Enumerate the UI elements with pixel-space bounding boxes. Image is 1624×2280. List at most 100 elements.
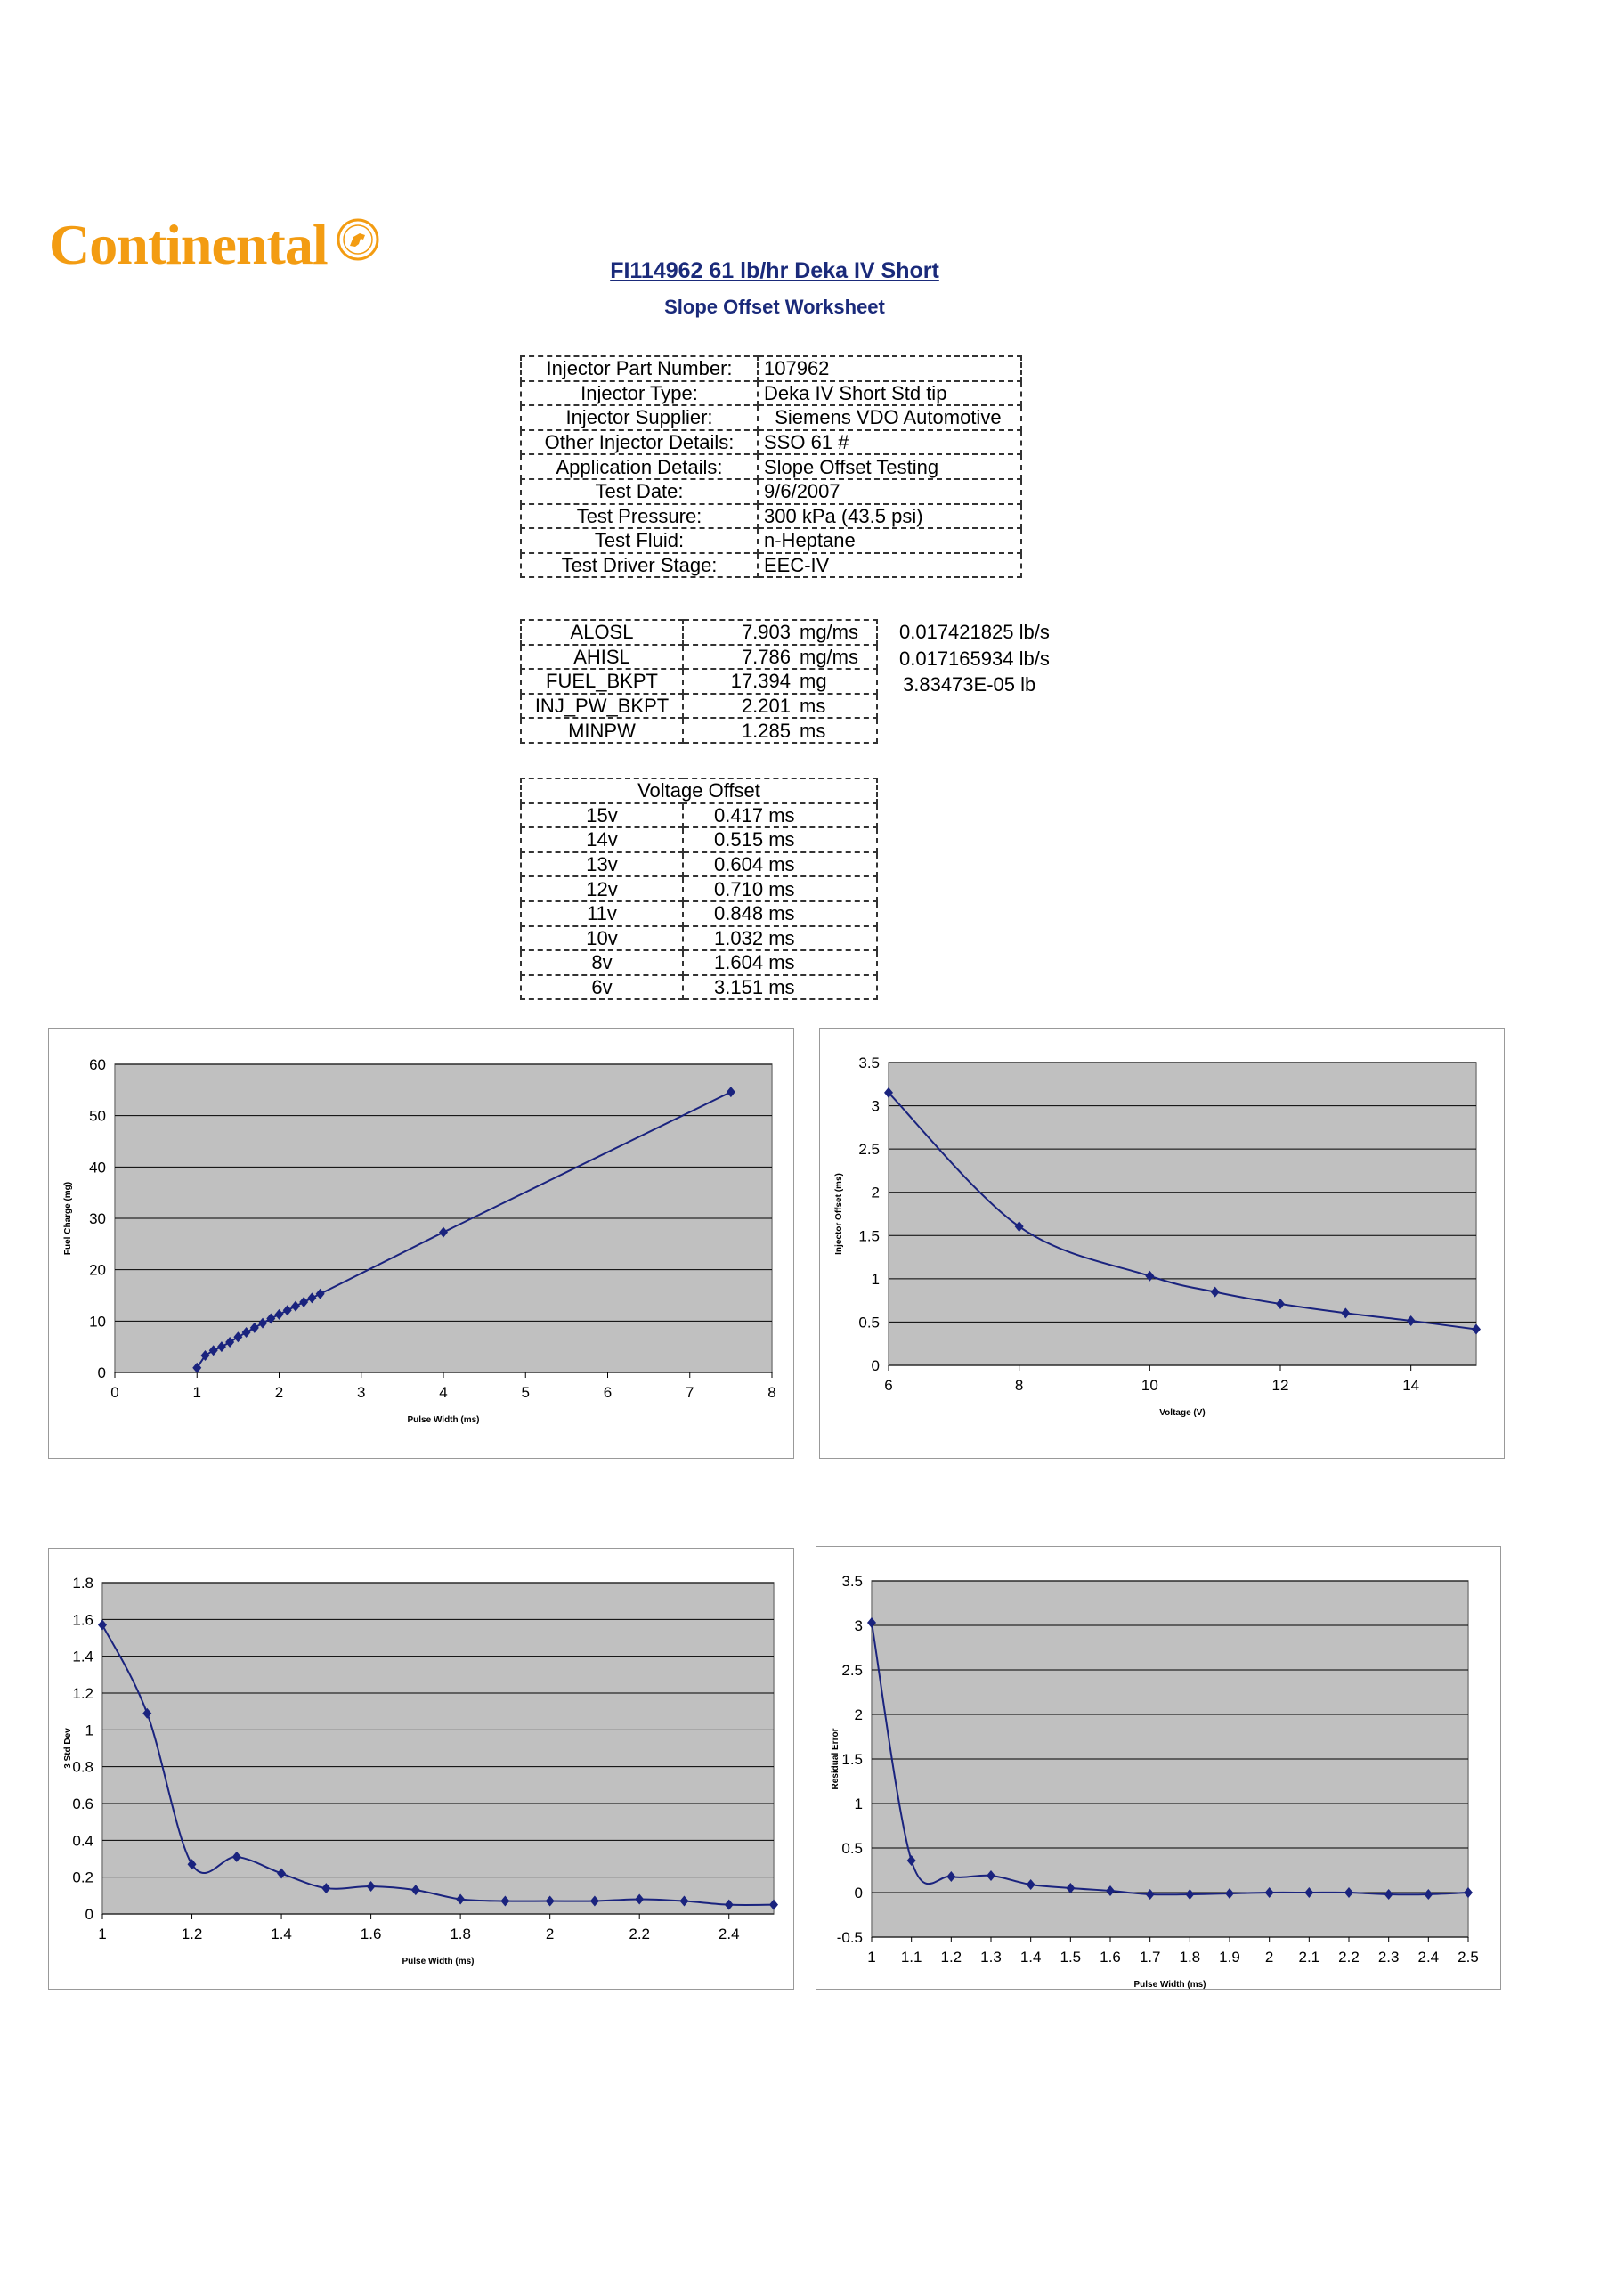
table-row: Test Driver Stage: EEC-IV bbox=[520, 551, 1022, 579]
data-point bbox=[1026, 1879, 1035, 1890]
param-value-cell: 17.394 mg bbox=[682, 668, 878, 695]
y-tick-label: 0.5 bbox=[841, 1840, 863, 1857]
table-row: 10v 1.032 ms bbox=[520, 924, 878, 952]
y-tick-label: 0 bbox=[855, 1885, 863, 1901]
y-tick-label: 1.6 bbox=[72, 1611, 93, 1628]
data-point bbox=[98, 1619, 107, 1631]
residual-error-chart: -0.5 0 0.5 1 1.5 2 2.5 3 3.5 1 1.1 1.2 1.3 1.4 1.5 1.6 1… bbox=[816, 1546, 1501, 1990]
x-tick-label: 1 bbox=[98, 1926, 106, 1942]
y-tick-label: 30 bbox=[89, 1210, 106, 1227]
y-axis-title: Fuel Charge (mg) bbox=[63, 1182, 73, 1255]
param-name: ALOSL bbox=[520, 619, 684, 646]
data-point bbox=[258, 1317, 268, 1329]
y-tick-label: 50 bbox=[89, 1108, 106, 1125]
info-value: n-Heptane bbox=[757, 527, 1022, 554]
x-tick-label: 1.8 bbox=[450, 1926, 471, 1942]
data-point bbox=[225, 1336, 235, 1348]
data-point bbox=[1406, 1315, 1416, 1326]
x-tick-label: 8 bbox=[767, 1384, 775, 1401]
offset-value: 0.417 bbox=[714, 803, 764, 826]
x-tick-label: 2.3 bbox=[1378, 1949, 1400, 1966]
info-value: EEC-IV bbox=[757, 551, 1022, 579]
x-tick-label: 2.2 bbox=[1338, 1949, 1360, 1966]
y-tick-label: 0 bbox=[872, 1357, 880, 1374]
fuel-charge-chart: 0 10 20 30 40 50 60 0 1 2 3 4 5 6 7 8 Pulse Width (ms) Fu… bbox=[48, 1028, 794, 1459]
offset-cell: 0.515 ms bbox=[682, 826, 878, 853]
table-row: Injector Supplier: Siemens VDO Automotiv… bbox=[520, 404, 1022, 431]
x-tick-label: 1.6 bbox=[1100, 1949, 1121, 1966]
param-unit: ms bbox=[800, 695, 826, 718]
x-tick-label: 12 bbox=[1272, 1377, 1289, 1394]
logo-text: Continental bbox=[49, 213, 329, 276]
table-row: Injector Type: Deka IV Short Std tip bbox=[520, 379, 1022, 407]
table-row: 6v 3.151 ms bbox=[520, 973, 878, 1001]
table-row: 15v 0.417 ms bbox=[520, 802, 878, 829]
param-value-cell: 7.903 mg/ms bbox=[682, 619, 878, 646]
y-tick-label: 2 bbox=[872, 1185, 880, 1201]
data-point bbox=[1106, 1885, 1115, 1896]
x-tick-label: 2.4 bbox=[1418, 1949, 1440, 1966]
y-tick-label: 3.5 bbox=[858, 1054, 880, 1071]
param-value: 17.394 bbox=[730, 670, 791, 693]
y-tick-label: 3 bbox=[855, 1617, 863, 1634]
table-row: Application Details: Slope Offset Testing bbox=[520, 453, 1022, 480]
data-point bbox=[1185, 1889, 1195, 1900]
data-point bbox=[679, 1895, 689, 1907]
data-point bbox=[307, 1292, 317, 1304]
data-point bbox=[726, 1087, 735, 1098]
x-tick-label: 1.2 bbox=[182, 1926, 203, 1942]
data-point bbox=[456, 1893, 466, 1905]
x-tick-label: 1.4 bbox=[1020, 1949, 1042, 1966]
y-tick-label: 1 bbox=[85, 1722, 93, 1738]
fuel-charge-chart-svg: 0 10 20 30 40 50 60 0 1 2 3 4 5 6 7 8 Pulse Width (ms) Fu… bbox=[63, 1056, 776, 1425]
residual-error-chart-svg: -0.5 0 0.5 1 1.5 2 2.5 3 3.5 1 1.1 1.2 1.3 1.4 1.5 1.6 1… bbox=[831, 1573, 1479, 1990]
offset-cell: 0.417 ms bbox=[682, 802, 878, 829]
lbs-value: 3.83473E-05 bbox=[903, 673, 1015, 696]
offset-unit: ms bbox=[768, 803, 795, 826]
x-tick-label: 2 bbox=[1265, 1949, 1273, 1966]
data-point bbox=[142, 1707, 152, 1719]
data-point bbox=[635, 1893, 645, 1905]
y-tick-label: 0.5 bbox=[858, 1314, 880, 1331]
injector-offset-chart-svg: 0 0.5 1 1.5 2 2.5 3 3.5 6 8 10 12 14 Voltage (V) Injec… bbox=[834, 1054, 1481, 1418]
info-label: Application Details: bbox=[520, 453, 759, 480]
data-point bbox=[249, 1322, 259, 1333]
offset-cell: 0.848 ms bbox=[682, 900, 878, 927]
y-tick-label: 10 bbox=[89, 1313, 106, 1330]
data-point bbox=[410, 1885, 420, 1896]
param-value: 7.903 bbox=[741, 621, 791, 644]
param-unit: mg/ms bbox=[800, 621, 858, 644]
info-value: SSO 61 # bbox=[757, 428, 1022, 456]
param-name: FUEL_BKPT bbox=[520, 668, 684, 695]
lbs-unit: lb bbox=[1020, 673, 1036, 696]
info-label: Injector Type: bbox=[520, 379, 759, 407]
x-tick-label: 5 bbox=[522, 1384, 530, 1401]
y-axis-title: 3 Std Dev bbox=[63, 1728, 73, 1769]
x-tick-label: 1 bbox=[867, 1949, 875, 1966]
y-tick-label: 2.5 bbox=[841, 1662, 863, 1679]
y-tick-label: 3.5 bbox=[841, 1573, 863, 1590]
data-point bbox=[1304, 1887, 1314, 1898]
data-point bbox=[1210, 1286, 1220, 1298]
data-point bbox=[1066, 1883, 1076, 1893]
x-tick-label: 1.8 bbox=[1180, 1949, 1201, 1966]
x-axis-title: Pulse Width (ms) bbox=[402, 1957, 474, 1966]
offset-value: 3.151 bbox=[714, 976, 764, 999]
x-tick-label: 1.2 bbox=[941, 1949, 962, 1966]
voltage-label: 11v bbox=[520, 900, 684, 927]
y-tick-label: 1 bbox=[872, 1271, 880, 1288]
param-unit: mg/ms bbox=[800, 645, 858, 668]
std-dev-chart-svg: 0 0.2 0.4 0.6 0.8 1 1.2 1.4 1.6 1.8 1 1.2 1.4 1.6 1.8 2… bbox=[63, 1575, 778, 1966]
info-label: Test Pressure: bbox=[520, 502, 759, 530]
data-point bbox=[1472, 1323, 1481, 1335]
data-point bbox=[1341, 1307, 1351, 1319]
table-row: Test Date: 9/6/2007 bbox=[520, 477, 1022, 505]
data-point bbox=[315, 1288, 325, 1299]
info-value: 9/6/2007 bbox=[757, 477, 1022, 505]
data-point bbox=[200, 1349, 210, 1361]
lbs-unit: lb/s bbox=[1019, 647, 1050, 670]
offset-cell: 0.710 ms bbox=[682, 875, 878, 902]
table-row: 14v 0.515 ms bbox=[520, 826, 878, 853]
x-tick-label: 1.7 bbox=[1140, 1949, 1161, 1966]
y-tick-label: 1 bbox=[855, 1796, 863, 1812]
